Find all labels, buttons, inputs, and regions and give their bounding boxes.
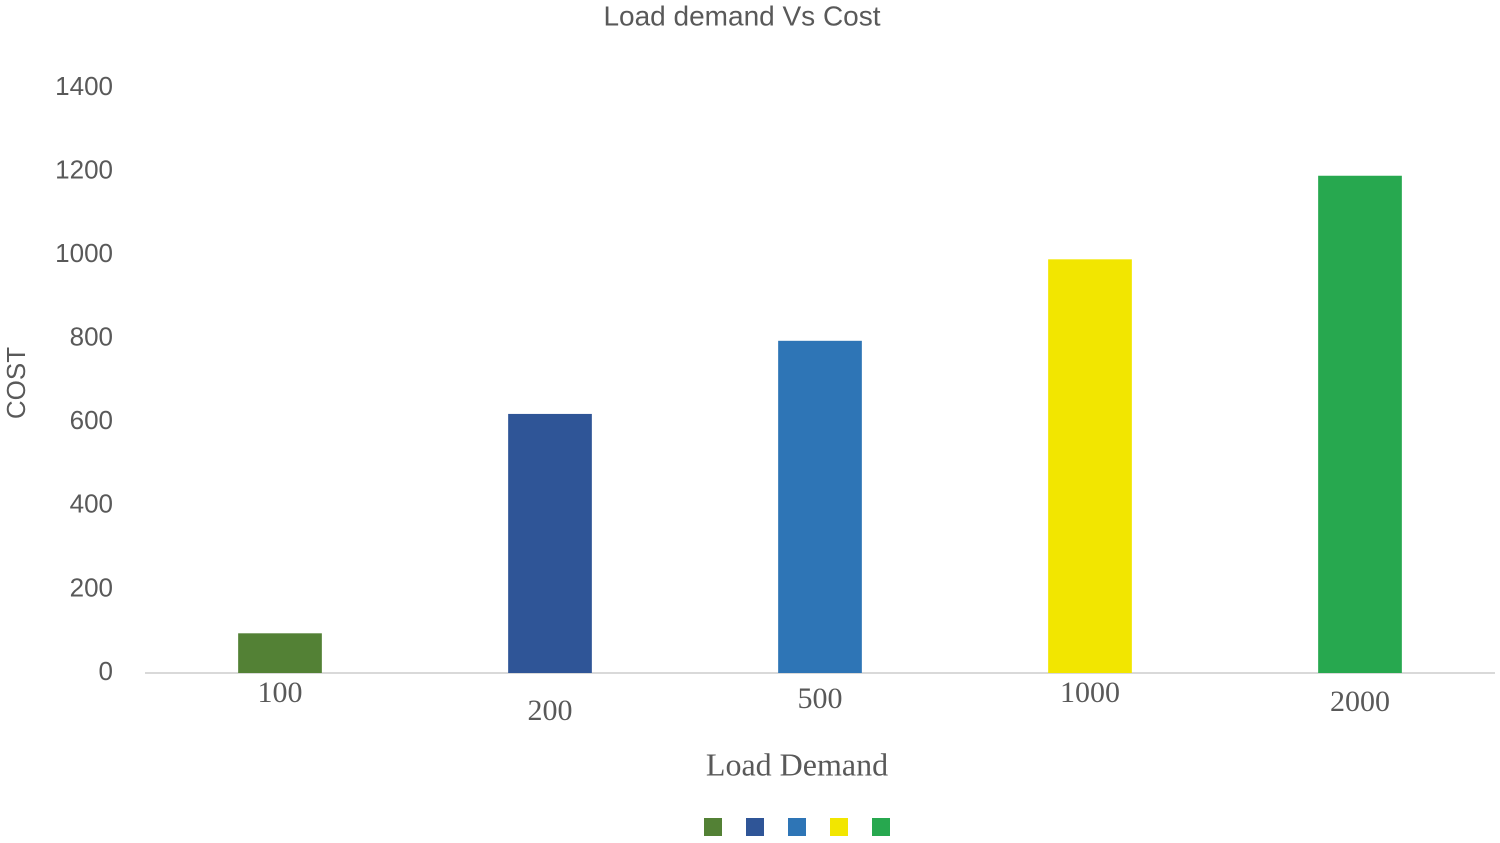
- legend-swatch: [746, 818, 764, 836]
- y-tick-label: 1200: [55, 154, 113, 184]
- x-tick-label: 200: [528, 694, 573, 727]
- y-tick-label: 1400: [55, 71, 113, 101]
- legend-swatch: [704, 818, 722, 836]
- bar: [1318, 175, 1402, 673]
- y-tick-label: 400: [70, 489, 113, 519]
- x-tick-label: 2000: [1330, 685, 1390, 718]
- bar: [778, 340, 862, 673]
- chart-title: Load demand Vs Cost: [603, 0, 880, 31]
- bar: [238, 633, 322, 673]
- bar: [508, 413, 592, 673]
- legend-swatch: [788, 818, 806, 836]
- bar: [1048, 259, 1132, 673]
- x-axis-label: Load Demand: [706, 746, 888, 782]
- y-tick-label: 1000: [55, 238, 113, 268]
- y-tick-label: 600: [70, 405, 113, 435]
- y-tick-label: 800: [70, 322, 113, 352]
- x-tick-label: 500: [798, 682, 843, 715]
- y-tick-label: 200: [70, 572, 113, 602]
- y-tick-label: 0: [99, 656, 113, 686]
- x-tick-label: 100: [258, 676, 303, 709]
- y-axis-label: COST: [1, 347, 31, 419]
- legend-swatch: [830, 818, 848, 836]
- legend-swatch: [872, 818, 890, 836]
- x-tick-label: 1000: [1060, 676, 1120, 709]
